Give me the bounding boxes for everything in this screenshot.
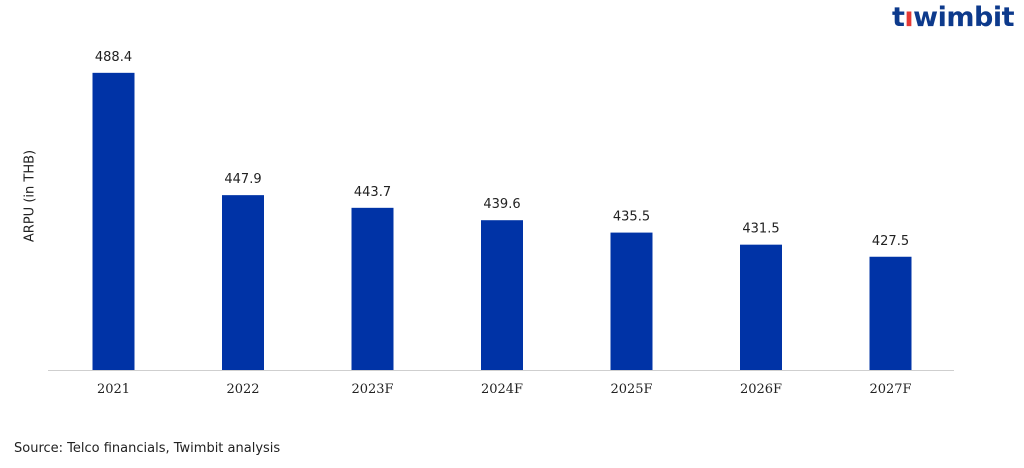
logo-accent-letter: ı xyxy=(904,2,914,33)
logo-text-end: wimbit xyxy=(913,2,1014,33)
logo-text-start: t xyxy=(891,2,905,33)
x-tick-label-2024F: 2024F xyxy=(481,382,523,397)
value-label-2021: 488.4 xyxy=(95,50,132,65)
bars-group xyxy=(92,72,912,370)
value-label-2023F: 443.7 xyxy=(354,185,391,200)
x-tick-labels-group: 2021 2022 2023F 2024F 2025F 2026F 2027F xyxy=(97,382,912,397)
x-tick-label-2021: 2021 xyxy=(97,382,130,397)
value-label-2027F: 427.5 xyxy=(872,234,909,249)
source-note: Source: Telco financials, Twimbit analys… xyxy=(14,441,281,456)
bar-2025F xyxy=(610,232,653,370)
x-tick-label-2023F: 2023F xyxy=(351,382,393,397)
value-label-2022: 447.9 xyxy=(224,172,261,187)
x-tick-label-2025F: 2025F xyxy=(610,382,652,397)
x-tick-label-2026F: 2026F xyxy=(740,382,782,397)
twimbit-logo: tıwimbit xyxy=(891,0,1015,36)
value-label-2025F: 435.5 xyxy=(613,210,650,225)
value-label-2026F: 431.5 xyxy=(742,222,779,237)
bar-2026F xyxy=(740,244,782,370)
bar-2022 xyxy=(222,195,264,370)
value-label-2024F: 439.6 xyxy=(483,197,520,212)
value-labels-group: 488.4 447.9 443.7 439.6 435.5 431.5 427.5 xyxy=(95,50,909,249)
bar-2023F xyxy=(351,207,394,370)
x-tick-label-2022: 2022 xyxy=(226,382,259,397)
bar-2024F xyxy=(481,220,523,370)
x-tick-label-2027F: 2027F xyxy=(869,382,911,397)
bar-2021 xyxy=(92,72,135,370)
bar-2027F xyxy=(869,256,912,370)
